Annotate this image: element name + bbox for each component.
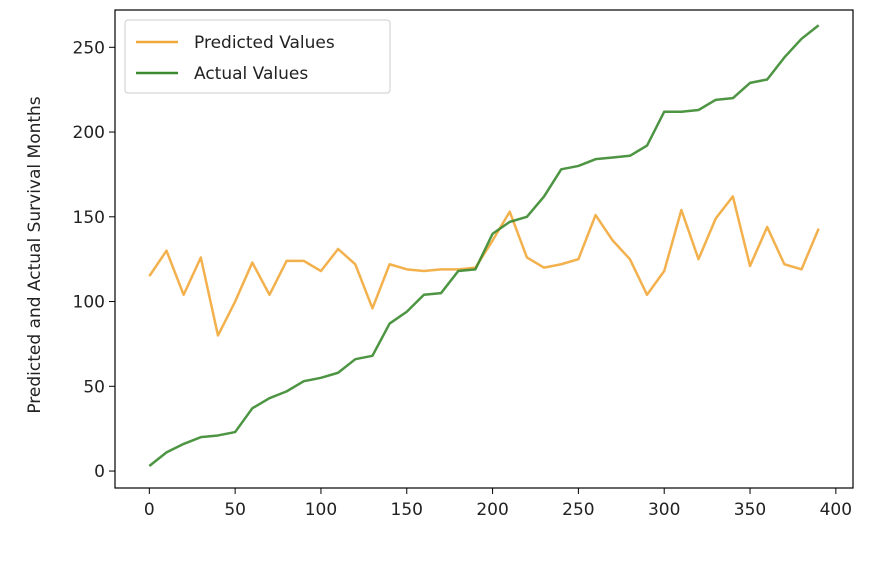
y-axis-ticks: 0 50 100 150 200 250 (73, 38, 115, 482)
x-tick-label: 350 (734, 500, 766, 520)
x-tick-label: 0 (144, 500, 155, 520)
y-tick-label: 150 (73, 208, 105, 228)
x-tick-label: 300 (648, 500, 680, 520)
x-axis-ticks: 0 50 100 150 200 250 300 350 400 (144, 488, 852, 520)
legend: Predicted Values Actual Values (124, 19, 391, 94)
x-tick-label: 250 (562, 500, 594, 520)
x-tick-label: 400 (820, 500, 852, 520)
y-tick-label: 100 (73, 293, 105, 313)
x-tick-label: 100 (305, 500, 337, 520)
series-lines (148, 24, 820, 467)
y-tick-label: 0 (94, 462, 105, 482)
series-line-actual (148, 24, 820, 467)
x-tick-label: 50 (224, 500, 246, 520)
y-tick-label: 50 (83, 377, 105, 397)
y-tick-label: 250 (73, 38, 105, 58)
y-axis-title: Predicted and Actual Survival Months (25, 96, 45, 413)
legend-box (124, 19, 391, 94)
x-tick-label: 150 (391, 500, 423, 520)
y-tick-label: 200 (73, 123, 105, 143)
x-tick-label: 200 (476, 500, 508, 520)
legend-label-predicted: Predicted Values (194, 33, 335, 53)
legend-label-actual: Actual Values (194, 64, 308, 84)
